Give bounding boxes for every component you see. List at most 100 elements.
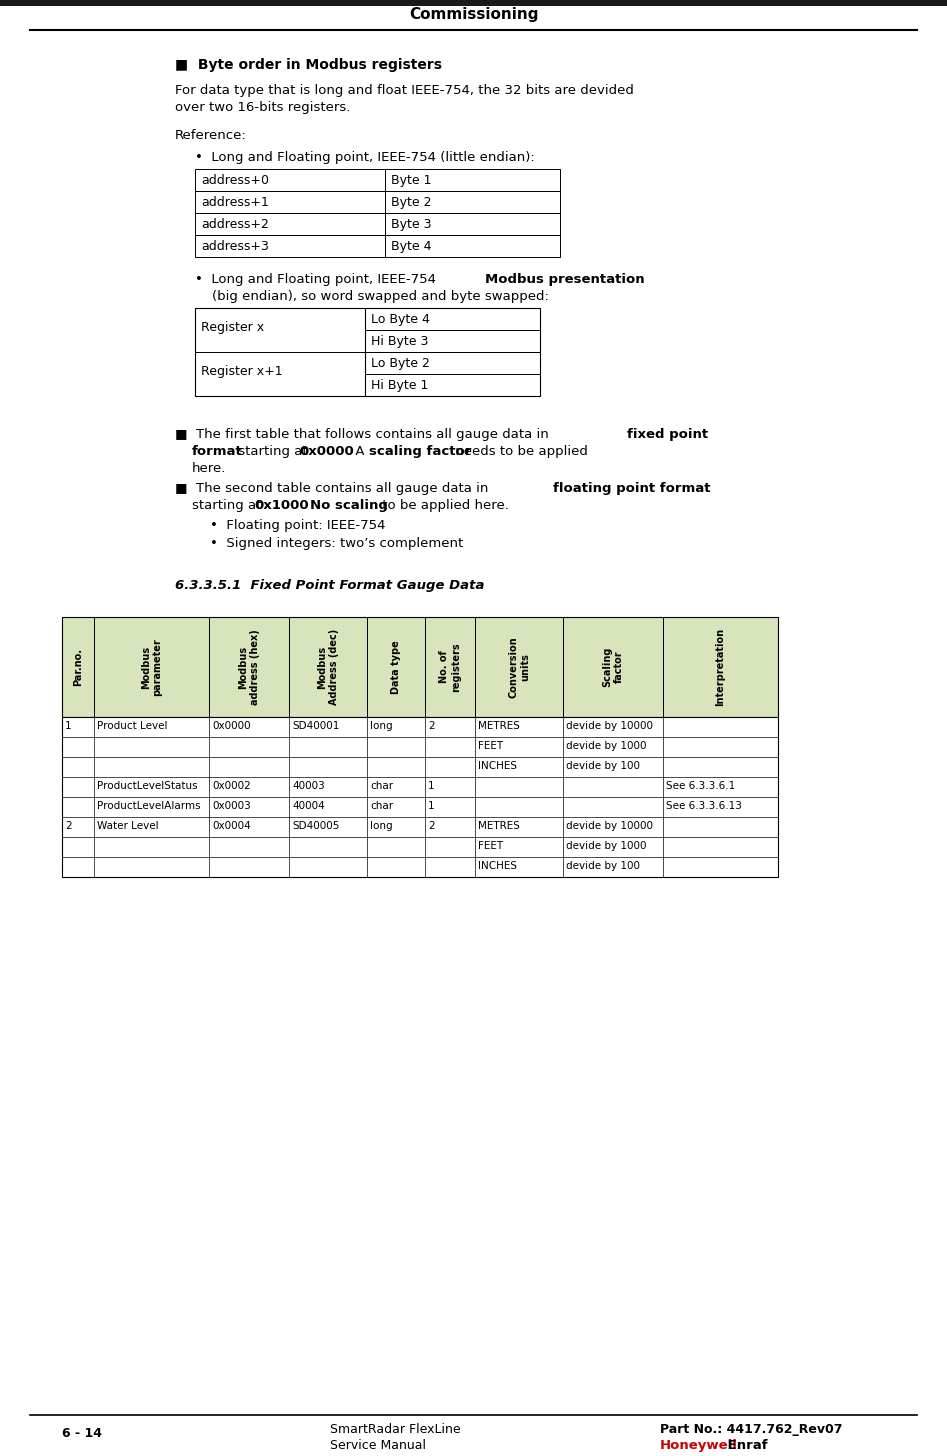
Text: fixed point: fixed point bbox=[627, 428, 708, 441]
Text: 0x0003: 0x0003 bbox=[212, 801, 251, 811]
Text: Byte 2: Byte 2 bbox=[391, 197, 432, 210]
Text: 0x0000: 0x0000 bbox=[212, 721, 251, 731]
Text: Byte 4: Byte 4 bbox=[391, 240, 432, 253]
Text: address+2: address+2 bbox=[201, 218, 269, 232]
Text: Byte 3: Byte 3 bbox=[391, 218, 432, 232]
Text: SmartRadar FlexLine: SmartRadar FlexLine bbox=[330, 1423, 460, 1436]
Text: ProductLevelStatus: ProductLevelStatus bbox=[97, 780, 198, 791]
Text: •  Floating point: IEEE-754: • Floating point: IEEE-754 bbox=[210, 518, 385, 531]
Text: starting at: starting at bbox=[234, 446, 312, 459]
Text: Product Level: Product Level bbox=[97, 721, 168, 731]
Bar bbox=[195, 191, 560, 213]
Text: 1: 1 bbox=[65, 721, 72, 731]
Text: Byte 1: Byte 1 bbox=[391, 175, 432, 186]
Text: Reference:: Reference: bbox=[175, 130, 247, 143]
Text: •  Long and Floating point, IEEE-754 (little endian):: • Long and Floating point, IEEE-754 (lit… bbox=[195, 151, 535, 165]
Text: ■  The second table contains all gauge data in: ■ The second table contains all gauge da… bbox=[175, 482, 492, 495]
Text: 1: 1 bbox=[428, 801, 435, 811]
Text: Commissioning: Commissioning bbox=[409, 7, 538, 22]
Bar bbox=[62, 617, 778, 716]
Text: 0x1000: 0x1000 bbox=[254, 499, 309, 513]
Text: Lo Byte 4: Lo Byte 4 bbox=[371, 313, 430, 326]
Text: long: long bbox=[370, 821, 393, 831]
Text: ■  The first table that follows contains all gauge data in: ■ The first table that follows contains … bbox=[175, 428, 553, 441]
Text: devide by 100: devide by 100 bbox=[566, 860, 640, 871]
Text: 40003: 40003 bbox=[292, 780, 325, 791]
Bar bbox=[62, 716, 778, 877]
Text: Lo Byte 2: Lo Byte 2 bbox=[371, 357, 430, 370]
Text: devide by 10000: devide by 10000 bbox=[566, 721, 653, 731]
Text: 2: 2 bbox=[428, 821, 435, 831]
Text: 2: 2 bbox=[65, 821, 72, 831]
Text: Enraf: Enraf bbox=[723, 1439, 768, 1452]
Text: .: . bbox=[302, 499, 311, 513]
Bar bbox=[62, 858, 778, 877]
Bar bbox=[195, 234, 560, 258]
Text: address+0: address+0 bbox=[201, 175, 269, 186]
Text: 2: 2 bbox=[428, 721, 435, 731]
Text: SD40001: SD40001 bbox=[292, 721, 339, 731]
Text: •  Signed integers: two’s complement: • Signed integers: two’s complement bbox=[210, 537, 463, 550]
Text: 1: 1 bbox=[428, 780, 435, 791]
Bar bbox=[62, 757, 778, 778]
Text: 0x0004: 0x0004 bbox=[212, 821, 251, 831]
Text: METRES: METRES bbox=[478, 721, 520, 731]
Text: Modbus presentation: Modbus presentation bbox=[485, 272, 645, 285]
Text: METRES: METRES bbox=[478, 821, 520, 831]
Bar bbox=[62, 716, 778, 737]
Text: Part No.: 4417.762_Rev07: Part No.: 4417.762_Rev07 bbox=[660, 1423, 843, 1436]
Text: floating point format: floating point format bbox=[553, 482, 710, 495]
Text: ■  Byte order in Modbus registers: ■ Byte order in Modbus registers bbox=[175, 58, 442, 71]
Text: Register x: Register x bbox=[201, 322, 264, 335]
Text: See 6.3.3.6.13: See 6.3.3.6.13 bbox=[666, 801, 742, 811]
Text: Conversion
units: Conversion units bbox=[509, 636, 529, 697]
Text: devide by 100: devide by 100 bbox=[566, 761, 640, 772]
Text: starting at: starting at bbox=[192, 499, 265, 513]
Text: INCHES: INCHES bbox=[478, 860, 517, 871]
Text: 0x0002: 0x0002 bbox=[212, 780, 251, 791]
Text: 6.3.3.5.1  Fixed Point Format Gauge Data: 6.3.3.5.1 Fixed Point Format Gauge Data bbox=[175, 579, 485, 593]
Text: Interpretation: Interpretation bbox=[716, 628, 725, 706]
Text: FEET: FEET bbox=[478, 842, 503, 850]
Text: Scaling
factor: Scaling factor bbox=[602, 646, 624, 687]
Text: char: char bbox=[370, 780, 393, 791]
Text: See 6.3.3.6.1: See 6.3.3.6.1 bbox=[666, 780, 735, 791]
Text: format: format bbox=[192, 446, 242, 459]
Text: Data type: Data type bbox=[391, 641, 401, 695]
Text: Par.no.: Par.no. bbox=[73, 648, 83, 686]
Text: devide by 1000: devide by 1000 bbox=[566, 741, 647, 751]
Text: (big endian), so word swapped and byte swapped:: (big endian), so word swapped and byte s… bbox=[212, 290, 549, 303]
Text: scaling factor: scaling factor bbox=[369, 446, 472, 459]
Text: 40004: 40004 bbox=[292, 801, 325, 811]
Text: 0x0000: 0x0000 bbox=[299, 446, 354, 459]
Bar bbox=[195, 169, 560, 191]
Text: char: char bbox=[370, 801, 393, 811]
Bar bbox=[195, 309, 540, 396]
Text: needs to be applied: needs to be applied bbox=[451, 446, 588, 459]
Text: Modbus
parameter: Modbus parameter bbox=[141, 638, 162, 696]
Bar bbox=[62, 817, 778, 837]
Text: long: long bbox=[370, 721, 393, 731]
Text: devide by 1000: devide by 1000 bbox=[566, 842, 647, 850]
Text: INCHES: INCHES bbox=[478, 761, 517, 772]
Text: 6 - 14: 6 - 14 bbox=[62, 1427, 102, 1440]
Text: Register x+1: Register x+1 bbox=[201, 365, 282, 379]
Text: FEET: FEET bbox=[478, 741, 503, 751]
Text: over two 16-bits registers.: over two 16-bits registers. bbox=[175, 100, 350, 114]
Text: For data type that is long and float IEEE-754, the 32 bits are devided: For data type that is long and float IEE… bbox=[175, 84, 634, 98]
Text: No. of
registers: No. of registers bbox=[439, 642, 461, 692]
Text: Water Level: Water Level bbox=[97, 821, 159, 831]
Text: address+3: address+3 bbox=[201, 240, 269, 253]
Bar bbox=[62, 837, 778, 858]
Text: Service Manual: Service Manual bbox=[330, 1439, 426, 1452]
Bar bbox=[62, 737, 778, 757]
Text: devide by 10000: devide by 10000 bbox=[566, 821, 653, 831]
Text: Hi Byte 3: Hi Byte 3 bbox=[371, 335, 428, 348]
Bar bbox=[62, 796, 778, 817]
Text: ProductLevelAlarms: ProductLevelAlarms bbox=[97, 801, 201, 811]
Text: SD40005: SD40005 bbox=[292, 821, 339, 831]
Text: Honeywell: Honeywell bbox=[660, 1439, 738, 1452]
Text: here.: here. bbox=[192, 462, 226, 475]
Bar bbox=[0, 0, 947, 6]
Bar bbox=[195, 213, 560, 234]
